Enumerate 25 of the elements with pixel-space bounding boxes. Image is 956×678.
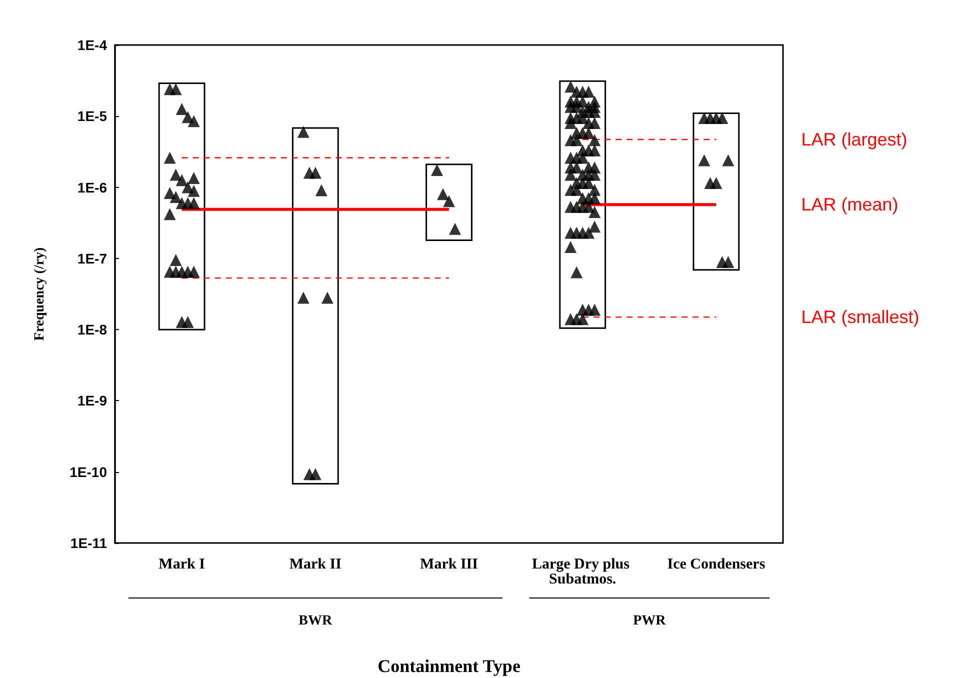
x-tick-label: Mark III [420,556,478,572]
x-tick-label: Ice Condensers [667,556,766,572]
bar [158,82,206,330]
x-axis-title: Containment Type [378,656,520,676]
bar [692,112,740,271]
y-tick-label: 1E-7 [77,250,108,266]
y-tick-label: 1E-6 [77,179,108,196]
text: LAR (smallest) [801,307,920,328]
text: PWR [633,614,667,628]
x-tick-label: Large Dry plus Subatmos. [532,556,634,588]
y-tick-label: 1E-8 [77,322,108,338]
y-axis-title: Frequency (/ry) [32,246,48,341]
x-tick-label: Mark II [289,556,342,572]
y-tick-label: 1E-11 [70,535,108,551]
y-tick-label: 1E-9 [77,392,108,409]
text: LAR (largest) [801,129,908,150]
text: LAR (mean) [801,194,898,215]
y-tick-label: 1E-5 [77,108,108,124]
bar [426,164,472,242]
y-tick-label: 1E-10 [70,464,108,480]
y-tick-label: 1E-4 [77,37,108,53]
x-tick-label: Mark I [158,556,206,572]
bar [292,127,339,485]
bar [559,80,606,329]
text: BWR [298,614,334,628]
